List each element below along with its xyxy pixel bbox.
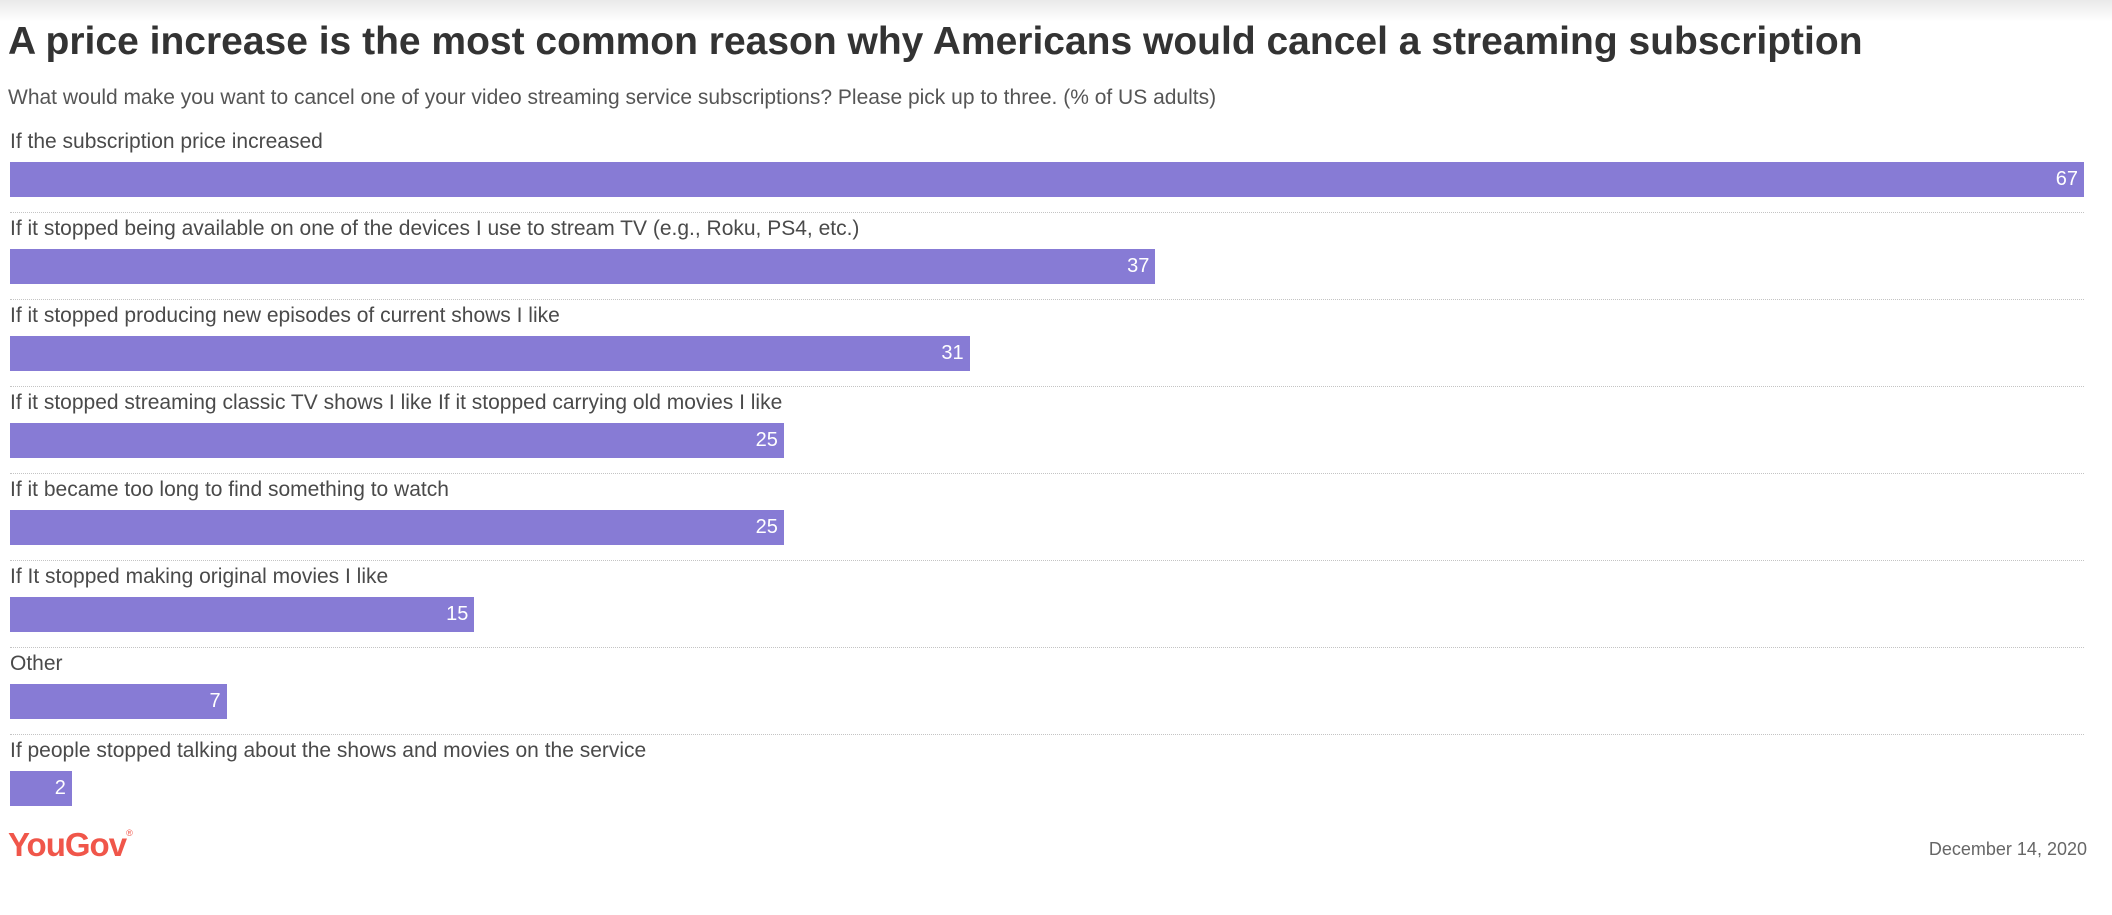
chart-row: Other 7	[10, 648, 2084, 735]
chart-row: If it stopped streaming classic TV shows…	[10, 387, 2084, 474]
bar: 25	[10, 510, 784, 545]
registered-mark-icon: ®	[126, 828, 133, 838]
chart-row: If people stopped talking about the show…	[10, 735, 2084, 821]
value-label: 31	[941, 342, 964, 364]
bar: 25	[10, 423, 784, 458]
bar: 15	[10, 597, 475, 632]
category-label: If it became too long to find something …	[10, 478, 449, 501]
bar: 67	[10, 162, 2084, 197]
chart-row: If it became too long to find something …	[10, 474, 2084, 561]
value-label: 67	[2055, 168, 2078, 190]
bar: 7	[10, 684, 227, 719]
value-label: 37	[1127, 255, 1150, 277]
chart-row: If it stopped being available on one of …	[10, 213, 2084, 300]
category-label: If it stopped producing new episodes of …	[10, 304, 560, 327]
value-label: 7	[209, 690, 221, 712]
chart-title: A price increase is the most common reas…	[8, 20, 1863, 63]
category-label: If it stopped streaming classic TV shows…	[10, 391, 783, 414]
yougov-logo: YouGov®	[8, 826, 133, 864]
chart-row: If it stopped producing new episodes of …	[10, 300, 2084, 387]
value-label: 2	[54, 777, 66, 799]
publish-date: December 14, 2020	[1928, 839, 2087, 859]
bar-chart: If the subscription price increased 67 If …	[10, 126, 2084, 821]
value-label: 25	[755, 516, 778, 538]
value-label: 15	[446, 603, 469, 625]
chart-row: If It stopped making original movies I l…	[10, 561, 2084, 648]
bar: 31	[10, 336, 970, 371]
category-label: If the subscription price increased	[10, 130, 323, 153]
logo-text: YouGov	[8, 826, 127, 863]
chart-row: If the subscription price increased 67	[10, 126, 2084, 213]
value-label: 25	[755, 429, 778, 451]
category-label: If it stopped being available on one of …	[10, 217, 860, 240]
bar: 37	[10, 249, 1156, 284]
top-shade	[0, 0, 2112, 22]
chart-subtitle: What would make you want to cancel one o…	[8, 86, 1217, 109]
bar: 2	[10, 771, 72, 806]
category-label: If people stopped talking about the show…	[10, 739, 647, 762]
category-label: Other	[10, 652, 63, 675]
category-label: If It stopped making original movies I l…	[10, 565, 389, 588]
